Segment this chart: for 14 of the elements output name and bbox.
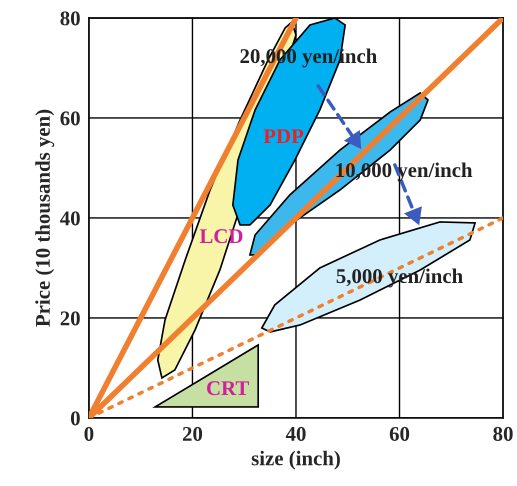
- y-tick-label: 0: [70, 411, 80, 426]
- series-label: PDP: [264, 129, 304, 144]
- x-tick-label: 60: [390, 426, 410, 441]
- x-tick-label: 20: [182, 426, 202, 441]
- x-axis-title: size (inch): [252, 450, 340, 470]
- y-tick-label: 60: [60, 111, 80, 126]
- y-axis-title: Price (10 thousands yen): [35, 110, 54, 327]
- y-tick-label: 80: [60, 11, 80, 26]
- y-tick-label: 20: [60, 311, 80, 326]
- x-tick-label: 40: [286, 426, 306, 441]
- series-label: CRT: [207, 381, 249, 396]
- x-tick-label: 0: [84, 426, 94, 441]
- x-tick-label: 80: [493, 426, 513, 441]
- y-tick-label: 40: [60, 211, 80, 226]
